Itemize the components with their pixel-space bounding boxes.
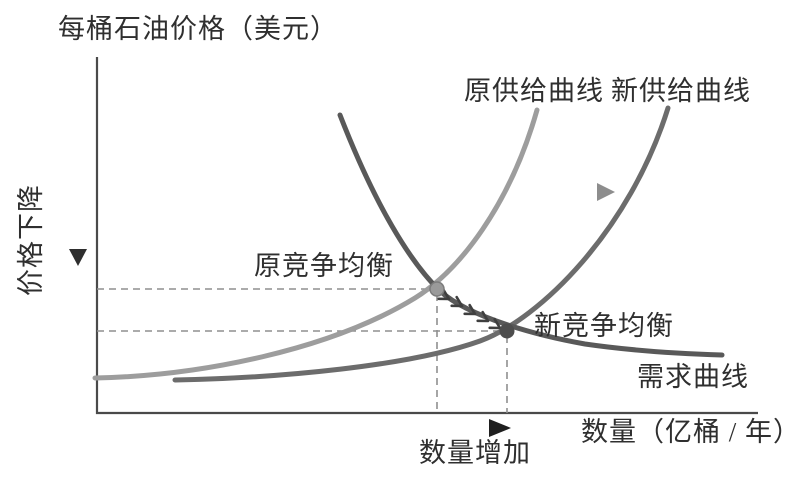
supply-old-curve-label: 原供给曲线 [464,76,604,106]
axes [95,57,758,415]
curve-supply-old [92,107,540,381]
demand-curve-label: 需求曲线 [637,362,749,392]
supply-shift-arrow-icon [520,183,615,201]
equilibrium-point-new [499,323,515,339]
quantity-increase-arrow-icon [438,419,511,437]
curve-demand [337,112,725,358]
price-decline-arrow-icon [69,219,87,266]
curve-supply-new [172,105,671,383]
equilibrium-point-old [429,281,445,297]
x-axis-title: 数量（亿桶 / 年） [581,417,800,447]
quantity-increase-label: 数量增加 [419,438,531,468]
y-axis-title: 每桶石油价格（美元） [58,14,338,44]
equilibrium-new-label: 新竞争均衡 [534,311,674,341]
price-decline-label: 价格下降 [16,184,46,296]
equilibrium-shift-chevrons-icon [437,288,502,330]
supply-new-curve-label: 新供给曲线 [611,76,751,106]
equilibrium-old-label: 原竞争均衡 [254,251,394,281]
